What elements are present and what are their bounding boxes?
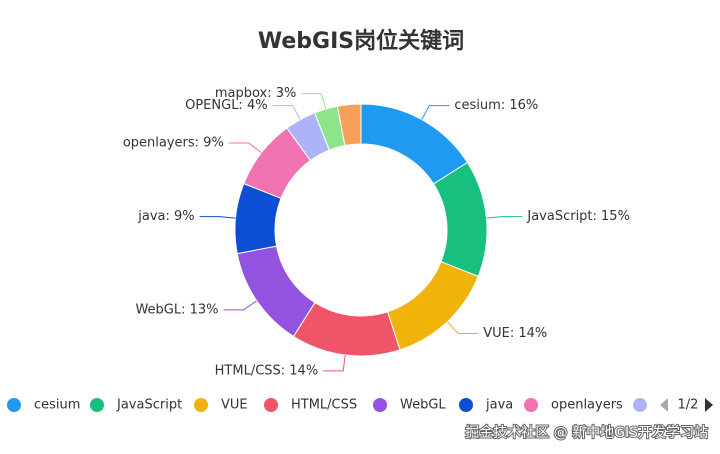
- legend-label: openlayers: [551, 398, 623, 413]
- slice-label: cesium: 16%: [454, 98, 538, 113]
- leader-line: [223, 300, 258, 311]
- donut-slice: [336, 103, 362, 147]
- slice-label: JavaScript: 15%: [526, 209, 630, 224]
- legend-marker: [524, 398, 538, 412]
- legend-marker: [194, 398, 208, 412]
- leader-line: [301, 93, 327, 110]
- slice-label: openlayers: 9%: [123, 135, 224, 150]
- leader-line: [486, 216, 523, 219]
- legend-marker: [90, 398, 104, 412]
- leader-line: [199, 216, 236, 219]
- donut-slice: [360, 103, 469, 185]
- leader-line: [446, 321, 479, 335]
- legend-label: VUE: [221, 398, 248, 413]
- legend-next[interactable]: [705, 398, 713, 412]
- leader-line: [228, 142, 262, 154]
- legend-label: java: [485, 398, 513, 413]
- legend-label: JavaScript: [116, 398, 182, 413]
- legend-label: HTML/CSS: [291, 398, 357, 413]
- legend-label: WebGL: [400, 398, 446, 413]
- leader-line: [272, 105, 301, 120]
- slice-label: java: 9%: [137, 209, 194, 224]
- legend-label: cesium: [34, 398, 80, 413]
- legend-marker: [264, 398, 278, 412]
- leader-line: [323, 354, 346, 372]
- watermark: 掘金技术社区 @ 新中地GIS开发学习站: [465, 425, 708, 441]
- donut-slice: [432, 161, 488, 278]
- slice-label: HTML/CSS: 14%: [215, 363, 319, 378]
- legend-page: 1/2: [678, 398, 699, 413]
- legend-marker: [373, 398, 387, 412]
- donut-slice: [386, 261, 479, 351]
- slice-label: VUE: 14%: [483, 326, 547, 341]
- legend-prev[interactable]: [660, 398, 668, 412]
- slice-label: OPENGL: 4%: [185, 98, 267, 113]
- leader-line: [421, 105, 450, 120]
- slice-label: mapbox: 3%: [215, 86, 297, 101]
- slice-label: WebGL: 13%: [135, 302, 218, 317]
- chart-title: WebGIS岗位关键词: [258, 28, 464, 54]
- legend-marker: [633, 398, 647, 412]
- legend-marker: [7, 398, 21, 412]
- legend-marker: [459, 398, 473, 412]
